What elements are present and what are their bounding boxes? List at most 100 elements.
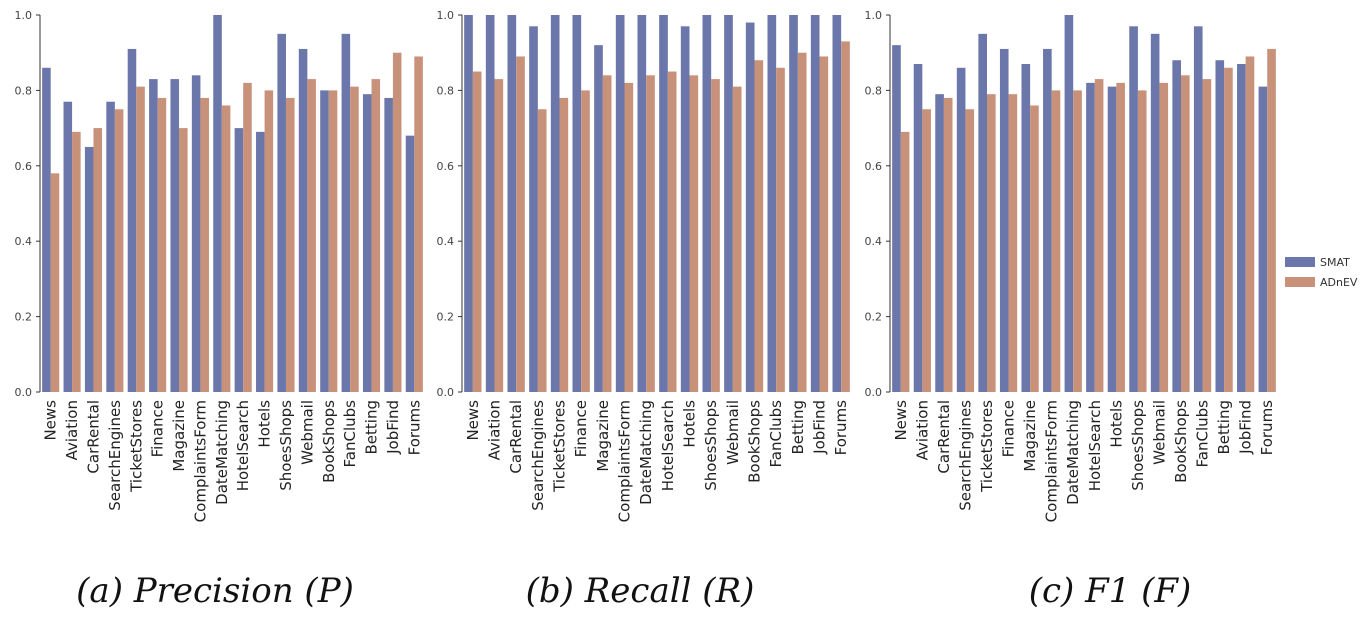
bar-adnev-fanclubs xyxy=(350,86,359,392)
x-tick-label: News xyxy=(42,400,60,441)
bar-smat-bookshops xyxy=(745,22,755,392)
bar-smat-hotelsearch xyxy=(234,128,244,392)
bar-adnev-datematching xyxy=(646,75,655,392)
bar-smat-forums xyxy=(405,135,415,392)
bar-adnev-jobfind xyxy=(819,56,829,392)
bar-adnev-searchengines xyxy=(114,109,124,392)
x-tick-label: SearchEngines xyxy=(956,400,974,511)
bar-smat-webmail xyxy=(298,48,308,393)
bar-smat-shoesshops xyxy=(277,33,286,392)
bar-adnev-jobfind xyxy=(392,52,402,392)
bar-adnev-hotels xyxy=(1116,82,1125,393)
x-tick-label: Aviation xyxy=(63,400,81,460)
x-tick-label: CarRental xyxy=(507,400,525,474)
bar-smat-news xyxy=(42,67,51,392)
bar-adnev-magazine xyxy=(1030,105,1039,392)
y-tick-label: 0.4 xyxy=(865,235,883,248)
bar-adnev-complaintsform xyxy=(624,82,634,393)
bar-adnev-aviation xyxy=(72,131,81,392)
bar-adnev-betting xyxy=(371,79,381,392)
x-tick-label: FanClubs xyxy=(341,400,359,468)
bar-adnev-bookshops xyxy=(1181,75,1190,392)
bar-adnev-webmail xyxy=(1159,82,1169,393)
bar-adnev-complaintsform xyxy=(200,97,209,392)
y-tick-label: 0.0 xyxy=(437,386,455,399)
bar-smat-news xyxy=(892,45,901,392)
x-tick-label: FanClubs xyxy=(1194,400,1212,468)
y-tick-label: 0.4 xyxy=(15,235,33,248)
y-tick-label: 0.6 xyxy=(437,160,455,173)
bar-adnev-aviation xyxy=(922,109,931,392)
bar-smat-forums xyxy=(832,15,842,392)
bar-adnev-magazine xyxy=(179,128,188,392)
bar-smat-hotels xyxy=(256,131,265,392)
x-tick-label: Magazine xyxy=(1021,400,1039,472)
x-tick-label: Finance xyxy=(572,400,590,457)
bar-adnev-webmail xyxy=(307,79,316,392)
x-tick-label: ShoesShops xyxy=(277,400,295,491)
bar-smat-shoesshops xyxy=(702,15,712,392)
x-tick-label: DateMatching xyxy=(637,400,655,505)
y-tick-label: 0.8 xyxy=(865,84,883,97)
bar-adnev-searchengines xyxy=(965,109,975,392)
legend: SMAT ADnEV xyxy=(1285,256,1358,289)
x-tick-label: SearchEngines xyxy=(529,400,547,511)
bar-adnev-datematching xyxy=(1073,90,1082,393)
bar-adnev-news xyxy=(50,173,60,392)
bar-smat-jobfind xyxy=(1237,64,1246,392)
bar-smat-hotelsearch xyxy=(659,15,668,392)
bar-smat-ticketstores xyxy=(550,15,560,392)
x-tick-label: ShoesShops xyxy=(702,400,720,491)
bar-adnev-betting xyxy=(1224,67,1233,392)
bar-adnev-shoesshops xyxy=(285,97,295,392)
bar-adnev-news xyxy=(900,131,910,392)
bar-smat-betting xyxy=(362,94,372,393)
bar-smat-shoesshops xyxy=(1129,26,1138,393)
bar-smat-aviation xyxy=(485,15,495,392)
x-tick-label: Finance xyxy=(1000,400,1018,457)
x-tick-label: Finance xyxy=(149,400,167,457)
y-tick-label: 0.6 xyxy=(15,160,33,173)
bar-adnev-finance xyxy=(581,90,590,393)
bar-smat-carrental xyxy=(507,15,517,392)
bar-smat-datematching xyxy=(637,15,647,392)
y-tick-label: 0.8 xyxy=(437,84,455,97)
bar-smat-hotels xyxy=(680,26,690,393)
bar-adnev-hotels xyxy=(264,90,274,393)
bar-adnev-hotelsearch xyxy=(243,82,252,393)
x-tick-label: HotelSearch xyxy=(659,400,677,491)
bar-adnev-fanclubs xyxy=(1202,79,1212,392)
x-tick-label: Betting xyxy=(1215,400,1233,454)
x-tick-label: Hotels xyxy=(681,400,699,448)
bar-smat-hotels xyxy=(1107,86,1117,392)
bar-smat-jobfind xyxy=(810,15,820,392)
x-tick-label: Hotels xyxy=(256,400,274,448)
bar-smat-carrental xyxy=(84,146,94,392)
y-tick-label: 0.2 xyxy=(437,311,455,324)
bar-smat-datematching xyxy=(213,15,222,392)
bar-smat-complaintsform xyxy=(615,15,625,392)
y-tick-label: 0.2 xyxy=(15,311,33,324)
bar-smat-finance xyxy=(572,15,582,392)
bar-adnev-betting xyxy=(797,52,807,392)
bar-adnev-datematching xyxy=(221,105,231,392)
panel-caption: (c) F1 (F) xyxy=(1029,571,1192,611)
bar-smat-magazine xyxy=(594,45,603,392)
y-tick-label: 0.2 xyxy=(865,311,883,324)
y-tick-label: 1.0 xyxy=(865,9,883,22)
x-tick-label: Webmail xyxy=(724,400,742,465)
x-tick-label: Forums xyxy=(405,400,423,456)
bar-smat-complaintsform xyxy=(191,75,201,392)
bar-smat-betting xyxy=(789,15,798,392)
x-tick-label: BookShops xyxy=(1172,400,1190,483)
bar-adnev-carrental xyxy=(943,97,953,392)
bar-smat-hotelsearch xyxy=(1086,82,1095,393)
x-tick-label: SearchEngines xyxy=(106,400,124,511)
bar-smat-fanclubs xyxy=(1193,26,1203,393)
x-tick-label: Aviation xyxy=(486,400,504,460)
bar-adnev-forums xyxy=(841,41,850,392)
